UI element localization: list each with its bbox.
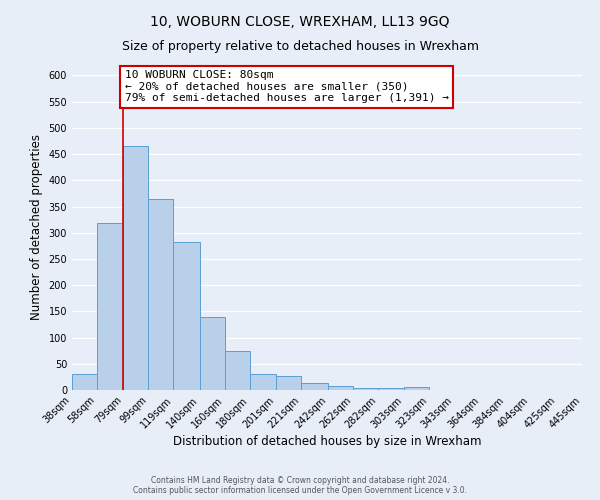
Text: 10 WOBURN CLOSE: 80sqm
← 20% of detached houses are smaller (350)
79% of semi-de: 10 WOBURN CLOSE: 80sqm ← 20% of detached… xyxy=(125,70,449,103)
Bar xyxy=(378,388,404,390)
Bar xyxy=(72,374,97,390)
X-axis label: Distribution of detached houses by size in Wrexham: Distribution of detached houses by size … xyxy=(173,436,481,448)
Bar xyxy=(276,376,301,390)
Bar xyxy=(200,316,225,390)
Bar xyxy=(404,388,429,390)
Y-axis label: Number of detached properties: Number of detached properties xyxy=(30,134,43,320)
Text: Size of property relative to detached houses in Wrexham: Size of property relative to detached ho… xyxy=(121,40,479,53)
Bar xyxy=(97,224,124,390)
Bar xyxy=(353,388,378,390)
Bar xyxy=(225,350,250,390)
Text: 10, WOBURN CLOSE, WREXHAM, LL13 9GQ: 10, WOBURN CLOSE, WREXHAM, LL13 9GQ xyxy=(150,15,450,29)
Text: Contains HM Land Registry data © Crown copyright and database right 2024.
Contai: Contains HM Land Registry data © Crown c… xyxy=(133,476,467,495)
Bar xyxy=(148,198,173,390)
Bar xyxy=(301,383,328,390)
Bar xyxy=(328,386,353,390)
Bar xyxy=(173,242,200,390)
Bar xyxy=(250,374,276,390)
Bar xyxy=(124,146,148,390)
